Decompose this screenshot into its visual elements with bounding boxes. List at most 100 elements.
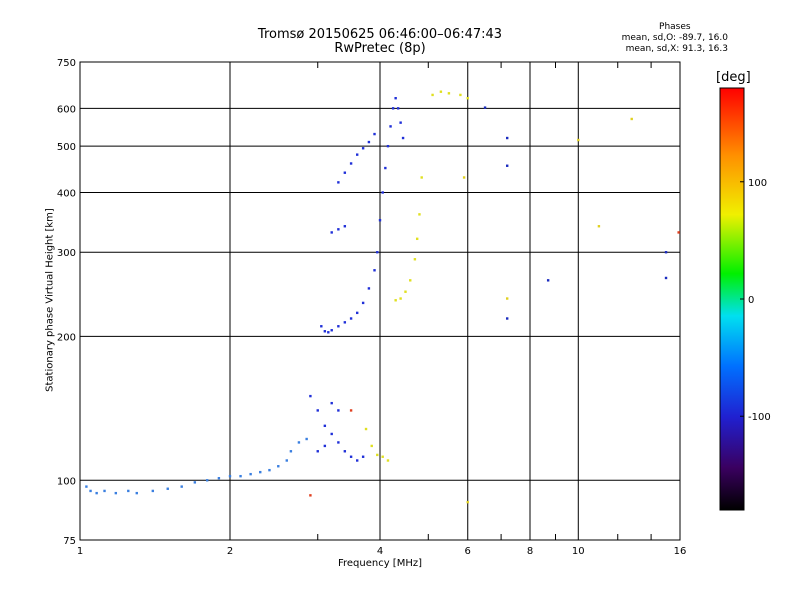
data-point: [364, 427, 368, 431]
data-point: [343, 171, 347, 174]
data-point: [337, 441, 340, 444]
axes: 1 2 4 6 8 10 16 75 100 200 300 400 500 600 750: [57, 58, 686, 557]
data-point: [343, 225, 347, 228]
data-point: [459, 93, 462, 97]
y-tick-label: 100: [57, 476, 76, 487]
data-point: [151, 489, 155, 493]
y-tick-label: 200: [57, 332, 76, 343]
data-point: [399, 121, 402, 124]
data-point: [297, 441, 301, 444]
data-point: [114, 491, 118, 495]
data-point: [349, 409, 353, 412]
data-point: [316, 450, 319, 453]
y-tick-label: 400: [57, 188, 76, 199]
x-tick-label: 2: [227, 546, 233, 557]
data-point: [418, 213, 421, 216]
phases-legend: Phases mean, sd,O: -89.7, 16.0 mean, sd,…: [622, 22, 728, 55]
data-point: [85, 485, 88, 488]
data-point: [384, 166, 387, 170]
data-point: [330, 329, 333, 332]
data-point: [505, 317, 509, 320]
data-point: [309, 494, 312, 497]
data-point: [466, 96, 469, 100]
phases-o-stats: mean, sd,O: -89.7, 16.0: [621, 33, 728, 43]
data-point: [277, 465, 280, 468]
data-point: [89, 489, 92, 493]
data-point: [677, 231, 680, 234]
chart-title: Tromsø 20150625 06:46:00–06:47:43: [257, 27, 503, 42]
data-point: [394, 299, 397, 302]
data-point: [396, 107, 400, 110]
data-point: [135, 491, 138, 495]
data-point: [431, 93, 434, 97]
data-point: [391, 107, 395, 110]
x-tick-label: 4: [377, 546, 383, 557]
colorbar-tick-label: 0: [748, 295, 754, 306]
data-point: [355, 459, 359, 462]
y-tick-label: 300: [57, 248, 76, 259]
data-point: [355, 311, 359, 315]
y-tick-label: 75: [63, 536, 76, 547]
x-tick-label: 1: [77, 546, 83, 557]
colorbar-title: [deg]: [716, 70, 751, 85]
data-point: [309, 394, 312, 398]
data-point: [323, 330, 327, 333]
data-point: [483, 106, 487, 109]
data-point: [166, 487, 169, 490]
data-point: [361, 301, 365, 305]
data-point: [259, 470, 262, 474]
data-point: [409, 279, 412, 282]
phases-title: Phases: [659, 22, 691, 32]
data-point: [249, 472, 252, 476]
data-point: [193, 481, 197, 484]
data-point: [401, 136, 405, 140]
data-point: [389, 125, 392, 128]
data-point: [394, 96, 397, 100]
data-point: [381, 191, 384, 194]
x-tick-label: 10: [572, 546, 585, 557]
data-point: [320, 325, 323, 328]
phases-x-stats: mean, sd,X: 91.3, 16.3: [625, 44, 728, 54]
data-point: [343, 321, 347, 324]
data-point: [630, 117, 633, 121]
data-point: [316, 409, 319, 412]
data-point: [349, 455, 353, 458]
data-point: [420, 176, 423, 179]
data-point: [343, 450, 347, 453]
grid: [80, 62, 680, 540]
data-point: [228, 474, 232, 478]
data-point: [361, 455, 365, 458]
colorbar-tick-label: 100: [748, 178, 767, 189]
data-point: [505, 136, 509, 140]
data-point: [180, 485, 183, 488]
data-point: [268, 468, 271, 472]
data-point: [415, 237, 419, 241]
data-point: [447, 92, 451, 95]
data-point: [664, 251, 668, 254]
data-point: [367, 287, 371, 290]
chart-subtitle: RwPretec (8p): [334, 41, 426, 56]
data-point: [305, 437, 308, 441]
data-point: [323, 444, 327, 448]
data-point: [505, 297, 509, 300]
data-point: [577, 138, 580, 142]
data-point: [462, 176, 466, 179]
data-point: [95, 491, 98, 495]
data-point: [205, 479, 209, 482]
data-point: [289, 450, 293, 453]
data-point: [323, 424, 327, 428]
data-point: [330, 432, 333, 436]
data-point: [327, 331, 330, 334]
data-point: [597, 225, 601, 228]
data-point: [505, 164, 509, 167]
data-point: [285, 459, 288, 462]
data-point: [367, 140, 371, 144]
plot-frame: [79, 61, 681, 541]
x-tick-label: 16: [674, 546, 687, 557]
data-point: [127, 489, 130, 493]
data-point: [381, 455, 384, 458]
data-point: [373, 269, 376, 272]
data-point: [376, 453, 379, 457]
data-point: [413, 258, 417, 261]
